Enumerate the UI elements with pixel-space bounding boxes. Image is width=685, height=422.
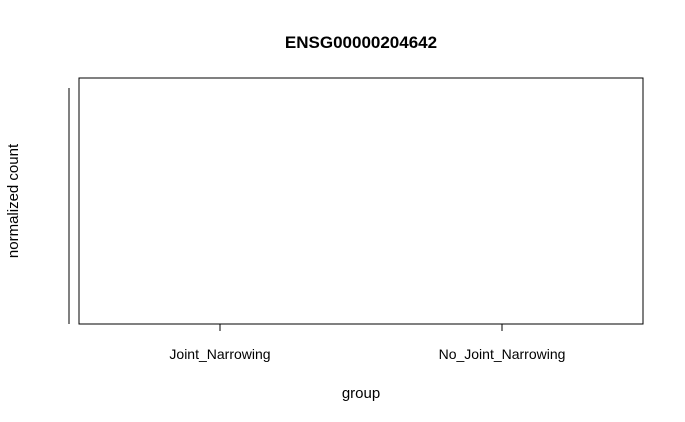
x-axis-label: group [342,385,380,402]
x-tick-label: Joint_Narrowing [169,346,270,362]
y-axis: 200030005000 [68,88,70,324]
chart-title: ENSG00000204642 [285,33,437,52]
plot-box [78,77,644,325]
y-axis-label: normalized count [5,143,22,258]
x-axis: Joint_Narrowing No_Joint_Narrowing [169,324,565,362]
x-tick-label: No_Joint_Narrowing [439,346,566,362]
